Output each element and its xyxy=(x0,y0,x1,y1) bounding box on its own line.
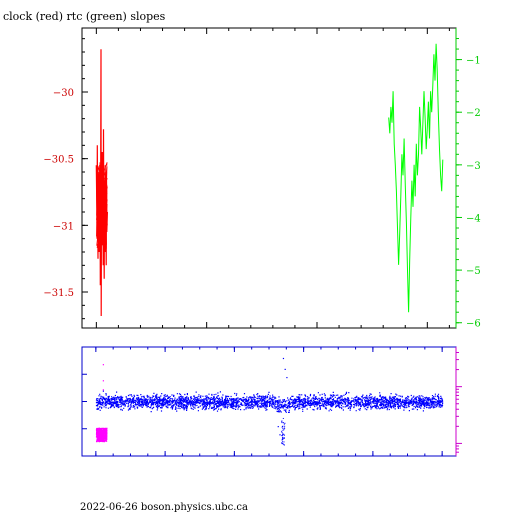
offset-outlier-point xyxy=(281,422,283,424)
rtc-slope-series xyxy=(388,43,444,313)
offset-outlier-point xyxy=(282,433,284,435)
offset-outlier-point xyxy=(282,437,284,439)
offset-outlier-point xyxy=(284,427,286,429)
offset-outlier-point xyxy=(281,432,283,434)
offset-outlier-point xyxy=(283,437,285,439)
offset-outlier-point xyxy=(282,357,285,360)
offset-outlier-point xyxy=(281,420,283,422)
offset-outlier-point xyxy=(281,426,283,428)
round-trip-outlier-point xyxy=(102,364,104,366)
top-plot-frame xyxy=(81,27,457,329)
footer-text: 2022-06-26 boson.physics.ubc.ca xyxy=(80,502,248,512)
top-left-tick-label: −30.5 xyxy=(43,155,74,166)
offset-outlier-point xyxy=(279,434,281,436)
offset-outlier-point xyxy=(282,427,284,429)
offset-outlier-point xyxy=(283,444,285,446)
top-right-tick-label: −5 xyxy=(466,266,481,277)
round-trip-series xyxy=(95,427,108,443)
offset-series xyxy=(95,391,444,413)
offset-outlier-point xyxy=(282,443,284,445)
offset-outlier-point xyxy=(281,443,283,445)
offset-outlier-point xyxy=(281,442,283,444)
top-right-tick-label: −3 xyxy=(466,161,481,172)
offset-outlier-point xyxy=(283,422,285,424)
offset-outlier-point xyxy=(281,421,283,423)
offset-outlier-point xyxy=(284,422,286,424)
top-left-tick-label: −31.5 xyxy=(43,288,74,299)
offset-outlier-point xyxy=(283,441,285,443)
top-right-tick-label: −1 xyxy=(466,56,481,67)
offset-outlier-point xyxy=(282,438,284,440)
offset-outlier-point xyxy=(281,430,283,432)
top-left-tick-label: −30 xyxy=(53,88,74,99)
offset-outlier-point xyxy=(283,437,285,439)
chart-title: clock (red) rtc (green) slopes xyxy=(3,10,166,23)
offset-outlier-point xyxy=(282,429,284,431)
top-right-tick-label: −6 xyxy=(466,319,481,330)
offset-outlier-point xyxy=(281,438,283,440)
offset-outlier-point xyxy=(283,433,285,435)
offset-outlier-point xyxy=(286,376,288,379)
bottom-plot xyxy=(81,346,462,457)
round-trip-outlier-point xyxy=(102,389,104,391)
offset-outlier-point xyxy=(281,435,283,437)
offset-outlier-point xyxy=(282,436,284,438)
top-plot: −30 −30.5 −31 −31.5 −1 −2 −3 −4 −5 −6 xyxy=(43,27,481,330)
offset-outlier-point xyxy=(282,434,284,436)
offset-outlier-point xyxy=(277,426,279,428)
clock-slope-series-jitter xyxy=(96,161,109,249)
offset-outlier-point xyxy=(282,425,284,427)
offset-outlier-point xyxy=(102,390,104,392)
top-right-tick-label: −4 xyxy=(466,213,481,224)
top-left-tick-label: −31 xyxy=(53,221,74,232)
offset-outlier-point xyxy=(283,423,285,425)
offset-outlier-point xyxy=(284,368,286,370)
offset-outlier-point xyxy=(281,439,283,441)
offset-outlier-point xyxy=(283,444,285,446)
offset-outlier-point xyxy=(284,434,286,436)
offset-outlier-point xyxy=(284,425,286,427)
offset-outlier-point xyxy=(283,429,285,431)
offset-outlier-point xyxy=(282,417,284,419)
top-right-tick-label: −2 xyxy=(466,108,481,119)
offset-outlier-point xyxy=(282,441,284,443)
offset-outlier-point xyxy=(282,437,284,439)
round-trip-outlier-point xyxy=(102,380,104,382)
